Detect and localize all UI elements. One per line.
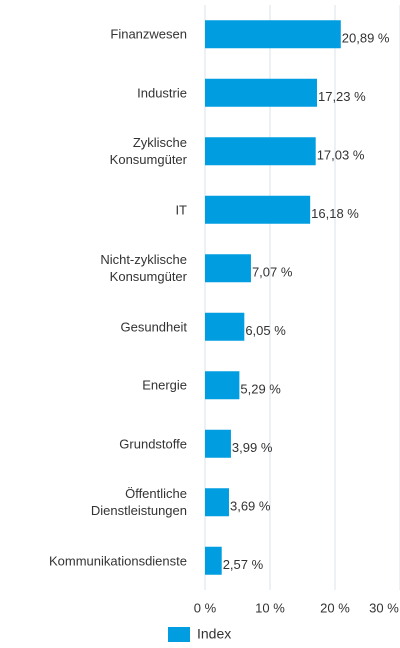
- legend-swatch: [168, 627, 190, 642]
- value-label: 6,05 %: [245, 323, 286, 338]
- value-label: 20,89 %: [342, 31, 390, 46]
- bar: [205, 78, 317, 107]
- value-label: 5,29 %: [240, 382, 281, 397]
- category-label: Finanzwesen: [110, 26, 187, 42]
- x-tick-label: 30 %: [369, 600, 399, 615]
- legend-label: Index: [197, 626, 231, 642]
- bar: [205, 488, 229, 517]
- category-label: IT: [175, 202, 187, 218]
- bar: [205, 371, 240, 400]
- category-label: Grundstoffe: [119, 436, 187, 452]
- value-label: 2,57 %: [223, 557, 264, 572]
- bar: [205, 546, 222, 575]
- category-label: Energie: [142, 377, 187, 393]
- x-tick-label: 10 %: [255, 600, 285, 615]
- value-label: 7,07 %: [252, 265, 293, 280]
- bar: [205, 20, 341, 49]
- category-label: Gesundheit: [120, 319, 188, 335]
- bar: [205, 195, 311, 224]
- category-label: Öffentliche Dienstleistungen: [90, 486, 187, 519]
- bar: [205, 137, 316, 166]
- bar: [205, 312, 245, 341]
- category-label: Industrie: [137, 85, 187, 101]
- bar: [205, 429, 231, 458]
- x-tick-label: 20 %: [320, 600, 350, 615]
- value-label: 3,99 %: [232, 440, 273, 455]
- x-tick-label: 0 %: [194, 600, 217, 615]
- category-label: Kommunikationsdienste: [48, 553, 187, 569]
- category-label: Zyklische Konsumgüter: [109, 135, 187, 168]
- value-label: 3,69 %: [230, 499, 271, 514]
- value-label: 17,03 %: [317, 148, 365, 163]
- value-label: 16,18 %: [311, 206, 359, 221]
- value-label: 17,23 %: [318, 89, 366, 104]
- category-label: Nicht-zyklische Konsumgüter: [100, 252, 187, 285]
- bar: [205, 254, 251, 283]
